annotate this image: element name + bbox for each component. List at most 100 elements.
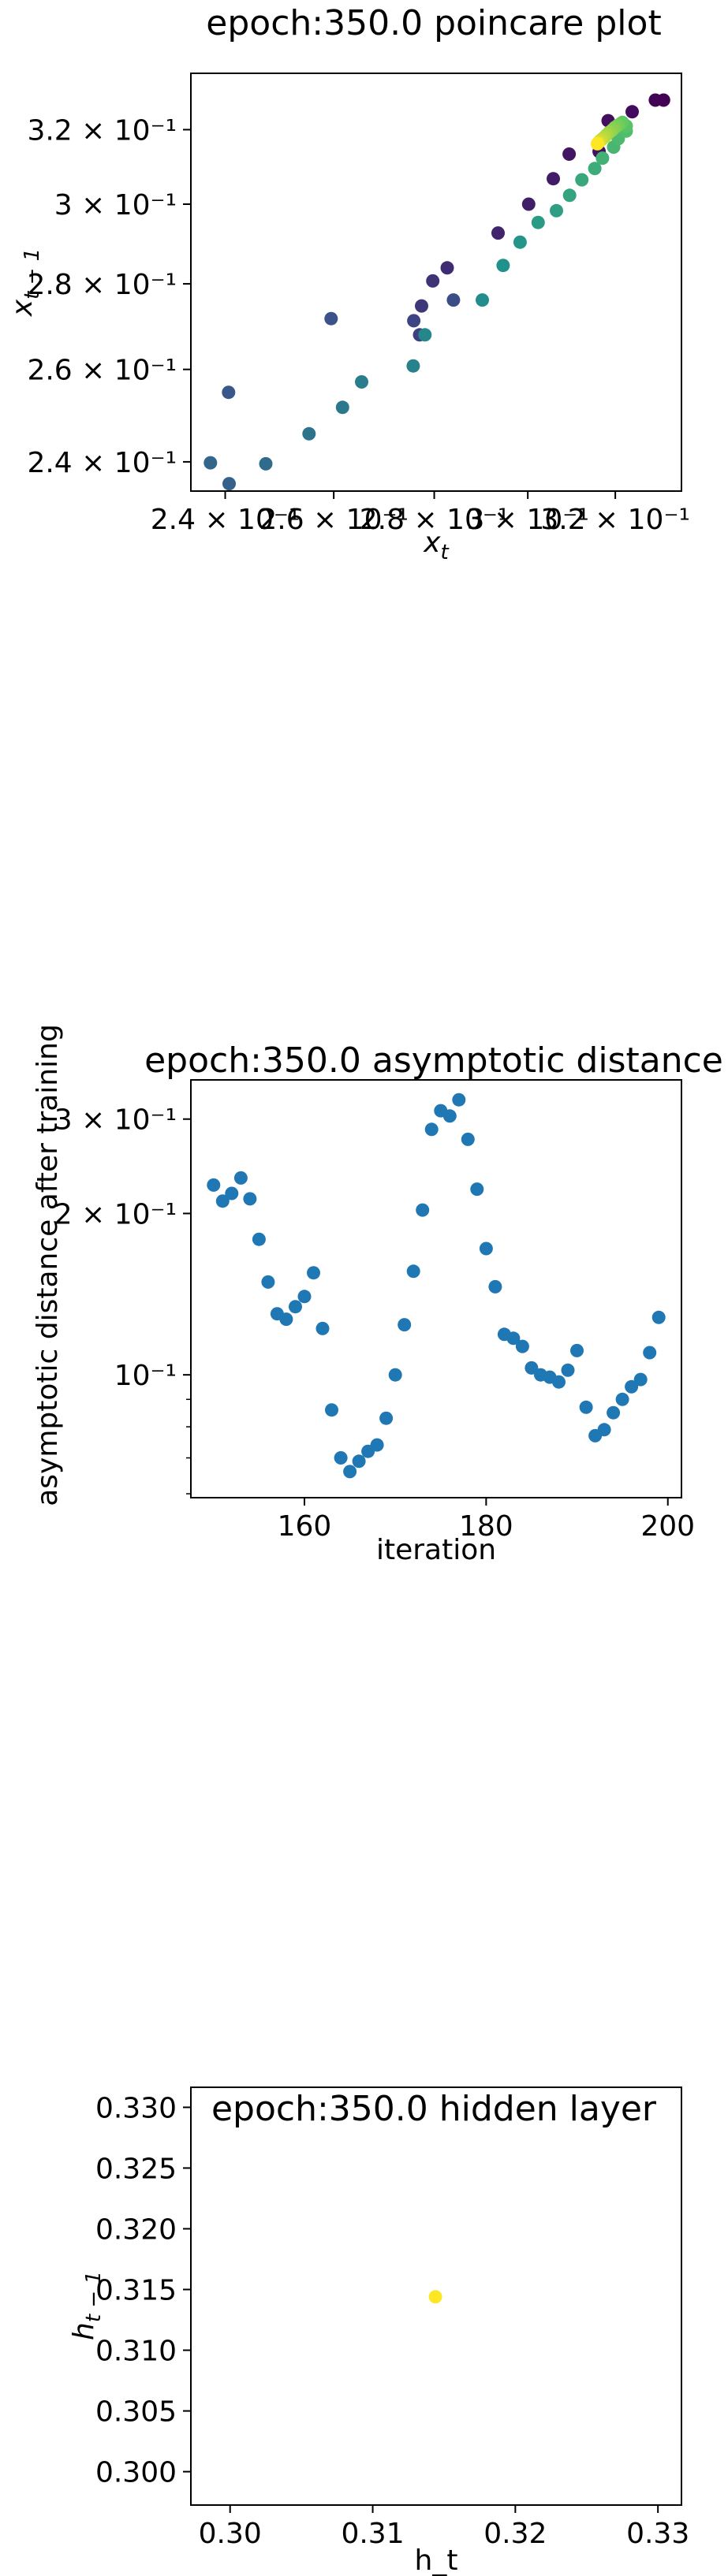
x-tick-label: 0.30: [199, 2518, 262, 2550]
hidden-layer-panel: epoch:350.0 hidden layer 0.30 0.31 0.32 0.3…: [68, 2086, 689, 2576]
data-point: [398, 1318, 412, 1332]
data-point: [552, 1375, 566, 1389]
y-tick-label: 3 × 10⁻¹: [54, 189, 177, 221]
data-point: [222, 477, 236, 491]
x-tick-label: 0.31: [341, 2518, 404, 2550]
y-tick-label: 2.8 × 10⁻¹: [27, 269, 177, 301]
data-point: [215, 1194, 230, 1208]
x-tick-label: 3.2 × 10⁻¹: [540, 504, 690, 536]
data-point: [595, 151, 610, 166]
data-point: [531, 215, 545, 229]
data-point: [207, 1178, 221, 1192]
data-point: [302, 426, 316, 441]
data-point: [479, 1241, 493, 1256]
data-point: [406, 1264, 420, 1279]
x-tick-label: 3 × 10⁻¹: [467, 504, 589, 536]
data-point: [562, 188, 577, 203]
y-tick-label: 2.4 × 10⁻¹: [27, 447, 177, 479]
data-point: [279, 1312, 293, 1327]
y-tick-label: 0.305: [95, 2396, 177, 2429]
x-tick-label: 2.6 × 10⁻¹: [259, 504, 409, 536]
data-point: [324, 311, 338, 326]
x-tick-label: 200: [640, 1510, 695, 1543]
data-point: [633, 1372, 648, 1387]
data-point: [243, 1192, 257, 1206]
data-point: [579, 1400, 593, 1414]
data-point: [521, 197, 536, 211]
asymptotic-distance-points: [207, 1093, 666, 1479]
data-point: [496, 259, 510, 273]
data-point: [355, 375, 368, 389]
poincare-y-ticks: 2.4 × 10⁻¹ 2.6 × 10⁻¹ 2.8 × 10⁻¹ 3 × 10⁻¹ 3.…: [27, 114, 191, 479]
y-tick-label: 0.330: [95, 2092, 177, 2124]
data-point: [562, 147, 577, 161]
data-point: [416, 1203, 430, 1217]
poincare-plot-title: epoch:350.0 poincare plot: [206, 3, 661, 43]
data-point: [461, 1132, 475, 1146]
asymptotic-distance-title: epoch:350.0 asymptotic distance: [144, 1040, 723, 1081]
data-point: [625, 1379, 639, 1394]
y-tick-label: 2.6 × 10⁻¹: [27, 355, 177, 387]
data-point: [648, 93, 663, 107]
data-point: [307, 1266, 320, 1280]
poincare-x-axis-label: xt: [423, 527, 449, 564]
hidden-layer-x-axis-label: h_t: [415, 2544, 458, 2576]
data-point: [259, 456, 273, 471]
data-point: [407, 314, 421, 328]
data-point: [426, 274, 440, 288]
data-point: [525, 1361, 539, 1375]
data-point: [370, 1438, 384, 1452]
data-point: [252, 1232, 266, 1246]
poincare-y-axis-label: xt − 1: [6, 248, 44, 317]
data-point: [289, 1300, 302, 1314]
data-point: [388, 1368, 402, 1382]
y-tick-label: 0.300: [95, 2457, 177, 2489]
asymptotic-distance-x-axis-label: iteration: [376, 1534, 496, 1566]
data-point: [488, 1279, 502, 1294]
x-tick-label: 0.33: [626, 2518, 689, 2550]
data-point: [440, 261, 454, 275]
data-point: [547, 172, 560, 186]
poincare-x-ticks: 2.4 × 10⁻¹2.6 × 10⁻¹2.8 × 10⁻¹3 × 10⁻¹3.…: [151, 491, 690, 536]
data-point: [261, 1275, 275, 1289]
data-point: [203, 456, 218, 470]
data-point: [406, 359, 420, 373]
data-point: [233, 1171, 248, 1185]
hidden-layer-frame: [190, 2086, 682, 2506]
data-point: [561, 1363, 575, 1377]
poincare-plot-panel: epoch:350.0 poincare plot 2.4 × 10⁻¹2.6 …: [6, 3, 690, 564]
hidden-layer-x-ticks: 0.30 0.31 0.32 0.33: [199, 2505, 689, 2550]
data-point: [476, 293, 489, 307]
y-tick-label: 3 × 10⁻¹: [54, 1104, 177, 1137]
x-tick-label: 160: [278, 1510, 332, 1543]
data-point: [625, 105, 639, 119]
x-tick-label: 2.4 × 10⁻¹: [151, 504, 301, 536]
hidden-layer-title: epoch:350.0 hidden layer: [211, 2089, 657, 2129]
data-point: [615, 1392, 629, 1406]
asymptotic-distance-panel: epoch:350.0 asymptotic distance 160 180 20…: [32, 1024, 723, 1566]
data-point: [590, 136, 604, 151]
data-point: [446, 293, 461, 307]
data-point: [343, 1465, 357, 1479]
data-point: [515, 1339, 529, 1353]
y-tick-label: 0.315: [95, 2275, 177, 2307]
data-point: [651, 1310, 666, 1324]
asymptotic-distance-y-ticks: 10⁻¹ 2 × 10⁻¹ 3 × 10⁻¹: [54, 1104, 191, 1495]
data-point: [491, 226, 505, 240]
data-point: [352, 1454, 366, 1469]
data-point: [452, 1093, 466, 1107]
data-point: [470, 1182, 484, 1197]
data-point: [415, 299, 428, 313]
data-point: [335, 400, 349, 415]
y-tick-label: 10⁻¹: [114, 1360, 177, 1392]
hidden-layer-y-ticks: 0.300 0.305 0.310 0.315 0.320 0.325 0.330: [95, 2092, 191, 2489]
y-tick-label: 3.2 × 10⁻¹: [27, 114, 177, 147]
data-point: [597, 1423, 611, 1437]
x-tick-label: 0.32: [483, 2518, 547, 2550]
data-point: [570, 1343, 584, 1357]
x-tick-label: 2.8 × 10⁻¹: [360, 504, 510, 536]
data-point: [424, 1122, 439, 1137]
data-point: [225, 1186, 239, 1201]
data-point: [315, 1321, 330, 1335]
